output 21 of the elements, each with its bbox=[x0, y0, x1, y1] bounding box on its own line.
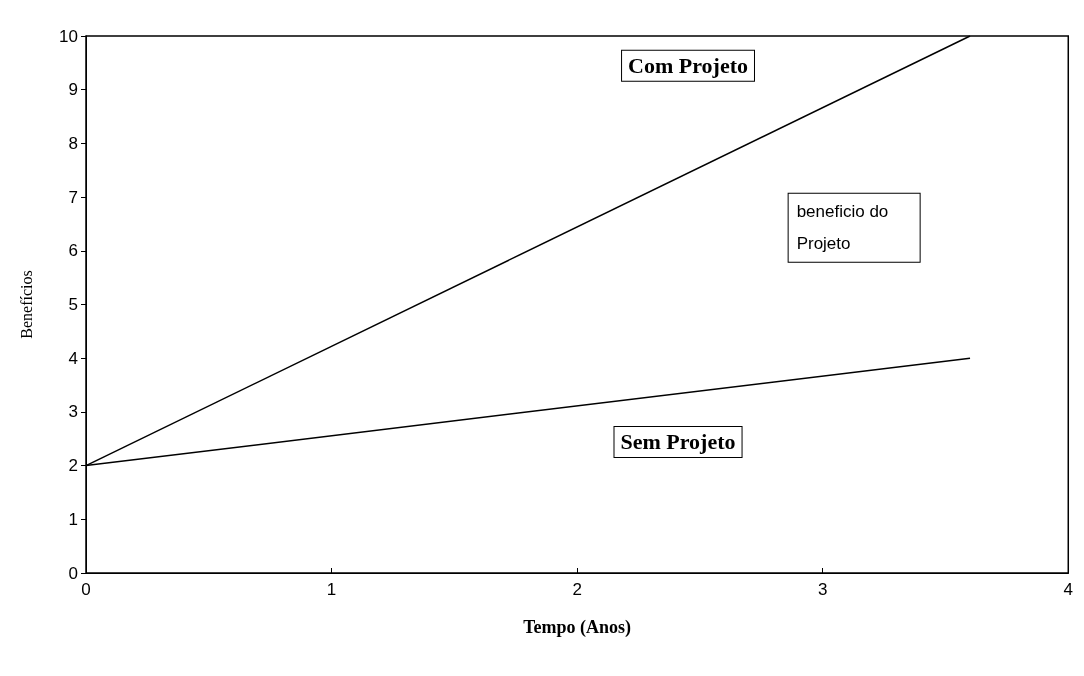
annotation: beneficio do Projeto bbox=[796, 202, 894, 254]
x-tick-label: 0 bbox=[81, 580, 91, 599]
y-tick-label: 4 bbox=[68, 348, 78, 368]
x-tick-label: 3 bbox=[817, 580, 828, 599]
text: Com Projeto bbox=[628, 53, 748, 79]
y-tick-label: 8 bbox=[68, 133, 78, 153]
y-tick-label: 2 bbox=[68, 456, 78, 476]
y-tick-label: 10 bbox=[59, 26, 78, 46]
x-tick-label: 1 bbox=[326, 580, 337, 599]
y-tick-label: 7 bbox=[68, 187, 78, 207]
y-axis-title: Benefícios bbox=[17, 270, 35, 339]
y-tick-label: 9 bbox=[68, 80, 78, 100]
x-tick-label: 2 bbox=[572, 580, 582, 599]
x-tick-label: 4 bbox=[1063, 580, 1074, 599]
x-axis-title: Tempo (Anos) bbox=[523, 617, 632, 638]
y-tick-label: 3 bbox=[68, 402, 78, 422]
y-tick-label: 0 bbox=[68, 563, 78, 583]
y-tick-label: 1 bbox=[68, 509, 78, 529]
y-tick-label: 5 bbox=[68, 295, 78, 314]
y-tick-label: 6 bbox=[68, 241, 78, 261]
series-label: Sem Projeto bbox=[620, 429, 736, 455]
